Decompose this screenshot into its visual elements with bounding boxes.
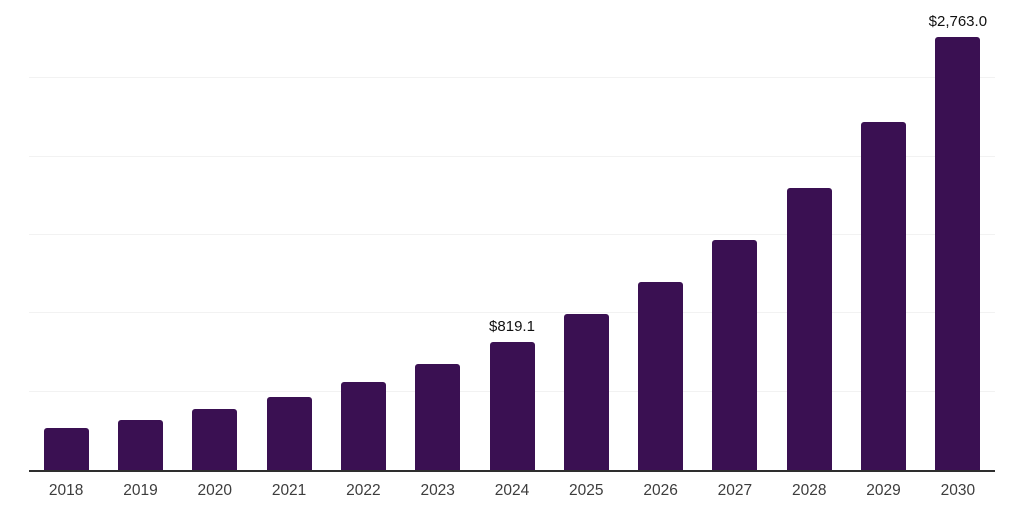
bar-2018 xyxy=(43,428,89,470)
bar-2024 xyxy=(489,341,535,470)
x-axis-label-2025: 2025 xyxy=(569,482,604,499)
x-axis-label-2030: 2030 xyxy=(940,482,976,499)
x-axis-label-2026: 2026 xyxy=(643,482,678,499)
x-axis-label-2020: 2020 xyxy=(197,482,233,499)
bar-2030 xyxy=(935,37,981,470)
x-axis-label-2028: 2028 xyxy=(791,482,827,499)
bar-2028 xyxy=(786,187,832,470)
bar-2029 xyxy=(861,121,907,470)
bar-value-label-2030: $2,763.0 xyxy=(928,13,988,31)
x-axis-label-2023: 2023 xyxy=(420,482,455,499)
bar-2019 xyxy=(117,420,163,470)
bar-2027 xyxy=(712,239,758,470)
x-axis-label-2029: 2029 xyxy=(866,482,901,499)
bar-2023 xyxy=(415,363,461,470)
x-axis-label-2019: 2019 xyxy=(123,482,158,499)
bar-2022 xyxy=(340,381,386,470)
gridline xyxy=(29,312,995,314)
plot-area: $819.1 $2,763.0 xyxy=(29,0,995,472)
bar-value-label-2024: $819.1 xyxy=(489,317,535,335)
bar-2021 xyxy=(266,396,312,470)
x-axis-label-2021: 2021 xyxy=(271,482,307,499)
gridline xyxy=(29,155,995,157)
gridline xyxy=(29,234,995,235)
x-axis-label-2018: 2018 xyxy=(48,482,84,499)
x-axis-label-2024: 2024 xyxy=(494,482,530,499)
x-axis-label-2022: 2022 xyxy=(346,482,381,499)
bar-2020 xyxy=(192,409,238,470)
bar-2025 xyxy=(563,313,609,470)
x-axis-label-2027: 2027 xyxy=(717,482,753,499)
gridline xyxy=(29,77,995,79)
bar-2026 xyxy=(638,281,684,470)
